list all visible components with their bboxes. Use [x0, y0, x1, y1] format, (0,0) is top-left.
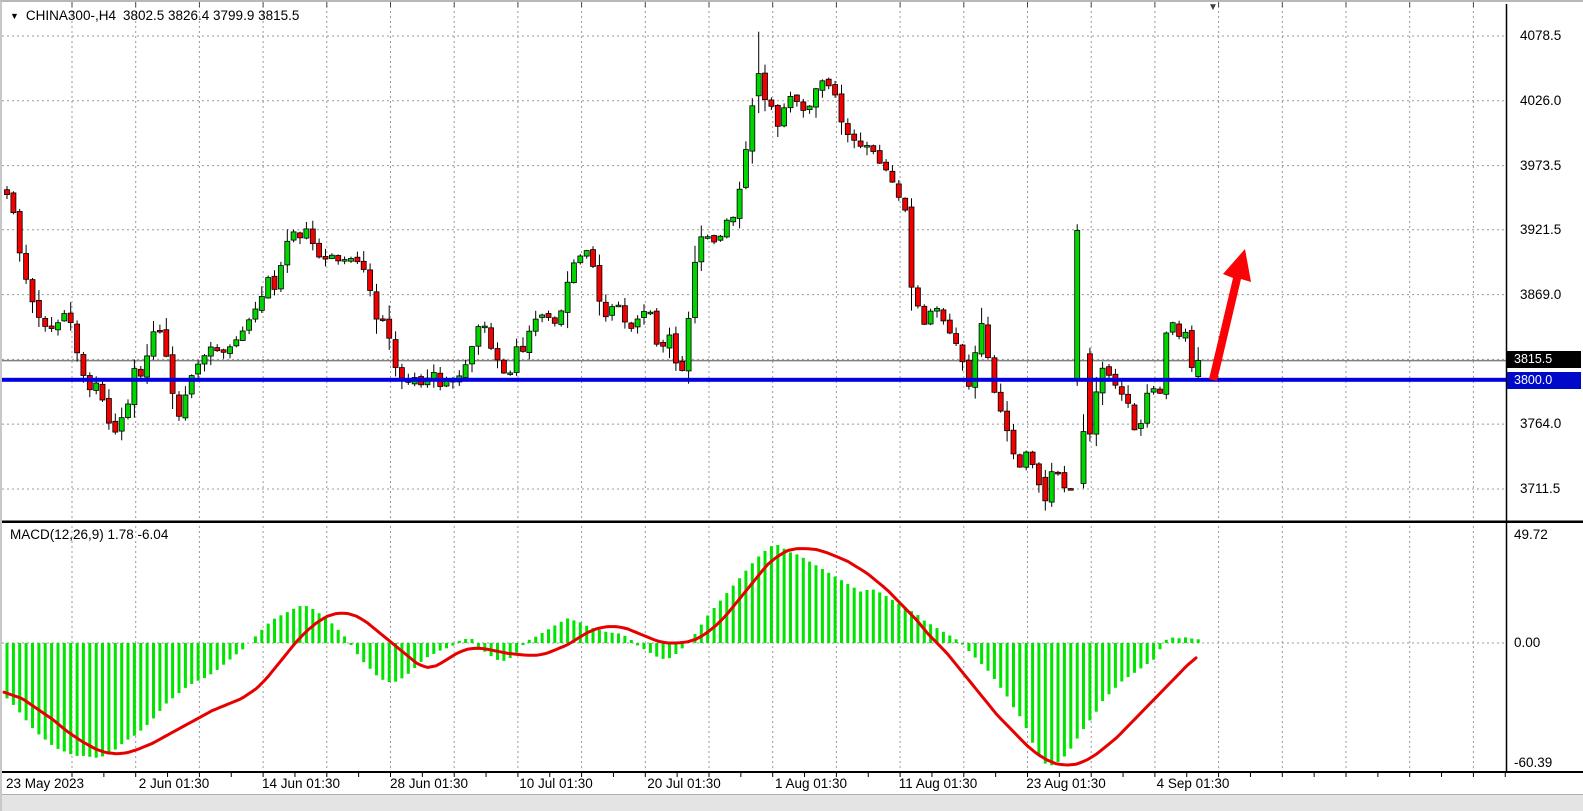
x-axis-label: 23 May 2023 [6, 776, 85, 791]
symbol-period-label: CHINA300-,H4 [25, 8, 116, 23]
macd-axis-label: 0.00 [1514, 635, 1541, 650]
macd-indicator-label: MACD(12,26,9) 1.78 -6.04 [10, 527, 169, 542]
x-axis-label: 10 Jul 01:30 [519, 776, 593, 791]
x-axis-label: 1 Aug 01:30 [774, 776, 848, 791]
horizontal-line-price-box: 3800.0 [1507, 372, 1581, 389]
price-axis-label: 3711.5 [1520, 480, 1561, 496]
price-axis-label: 4078.5 [1520, 28, 1562, 43]
chart-title: ▼ CHINA300-,H4 3802.5 3826.4 3799.9 3815… [10, 8, 299, 23]
price-axis-label: 3973.5 [1520, 157, 1562, 173]
price-axis-label: 4026.0 [1520, 92, 1562, 108]
x-axis-label: 14 Jun 01:30 [261, 776, 341, 791]
x-axis-label: 28 Jun 01:30 [389, 776, 469, 791]
price-axis-label: 3764.0 [1520, 416, 1562, 432]
x-axis-label: 20 Jul 01:30 [647, 776, 721, 791]
price-axis-label: 3869.0 [1520, 286, 1562, 302]
x-axis-label: 11 Aug 01:30 [898, 776, 978, 791]
macd-axis-label: 49.72 [1514, 527, 1548, 542]
ohlc-quote-label: 3802.5 3826.4 3799.9 3815.5 [122, 8, 300, 23]
symbol-dropdown-icon[interactable]: ▼ [10, 11, 19, 21]
trend-arrow[interactable] [1209, 249, 1251, 381]
autoscroll-marker-icon: ▼ [1208, 2, 1218, 13]
window-bottom-strip [2, 794, 1583, 811]
x-axis-label: 2 Jun 01:30 [138, 776, 210, 791]
x-axis-label: 23 Aug 01:30 [1026, 776, 1106, 791]
macd-axis-label: -60.39 [1514, 755, 1553, 770]
price-axis-label: 3921.5 [1520, 221, 1562, 237]
bid-price-box: 3815.5 [1507, 351, 1581, 368]
x-axis-label: 4 Sep 01:30 [1156, 776, 1230, 791]
